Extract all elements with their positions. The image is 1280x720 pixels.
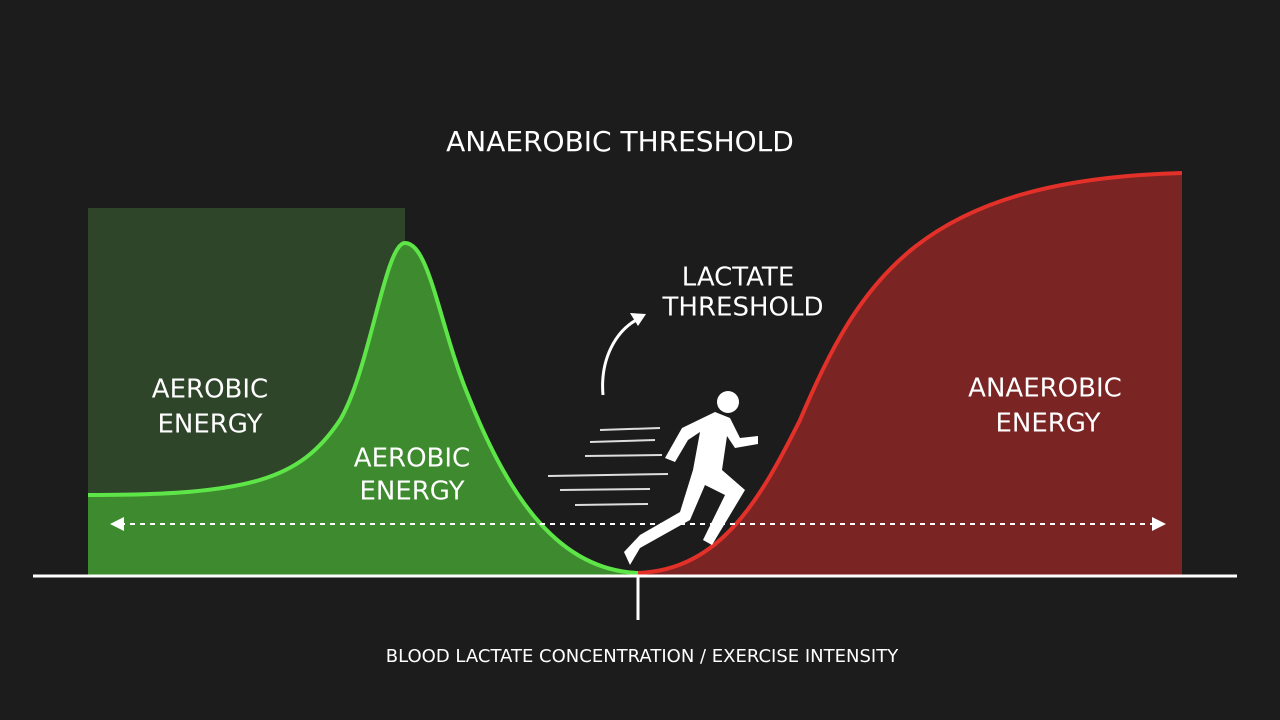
aerobic-curve	[87, 240, 639, 575]
axis-label: BLOOD LACTATE CONCENTRATION / EXERCISE I…	[386, 646, 899, 667]
anaerobic-curve	[637, 171, 1183, 575]
label: THRESHOLD	[662, 293, 824, 323]
label: ENERGY	[995, 409, 1100, 439]
speed-lines	[547, 427, 669, 506]
label: AEROBIC	[354, 444, 470, 474]
anaerobic-area	[638, 173, 1182, 575]
label: LACTATE	[682, 263, 795, 293]
arrow-head	[1152, 517, 1166, 531]
aerobic-area	[88, 243, 638, 575]
runner	[624, 391, 758, 565]
arrow-head	[630, 313, 646, 326]
curved-arrow	[601, 316, 641, 396]
arrow-head	[110, 517, 124, 531]
label: ENERGY	[157, 410, 262, 440]
label: AEROBIC	[152, 375, 268, 405]
label: ANAEROBIC	[968, 374, 1122, 404]
label: ENERGY	[359, 477, 464, 507]
title: ANAEROBIC THRESHOLD	[446, 125, 794, 158]
